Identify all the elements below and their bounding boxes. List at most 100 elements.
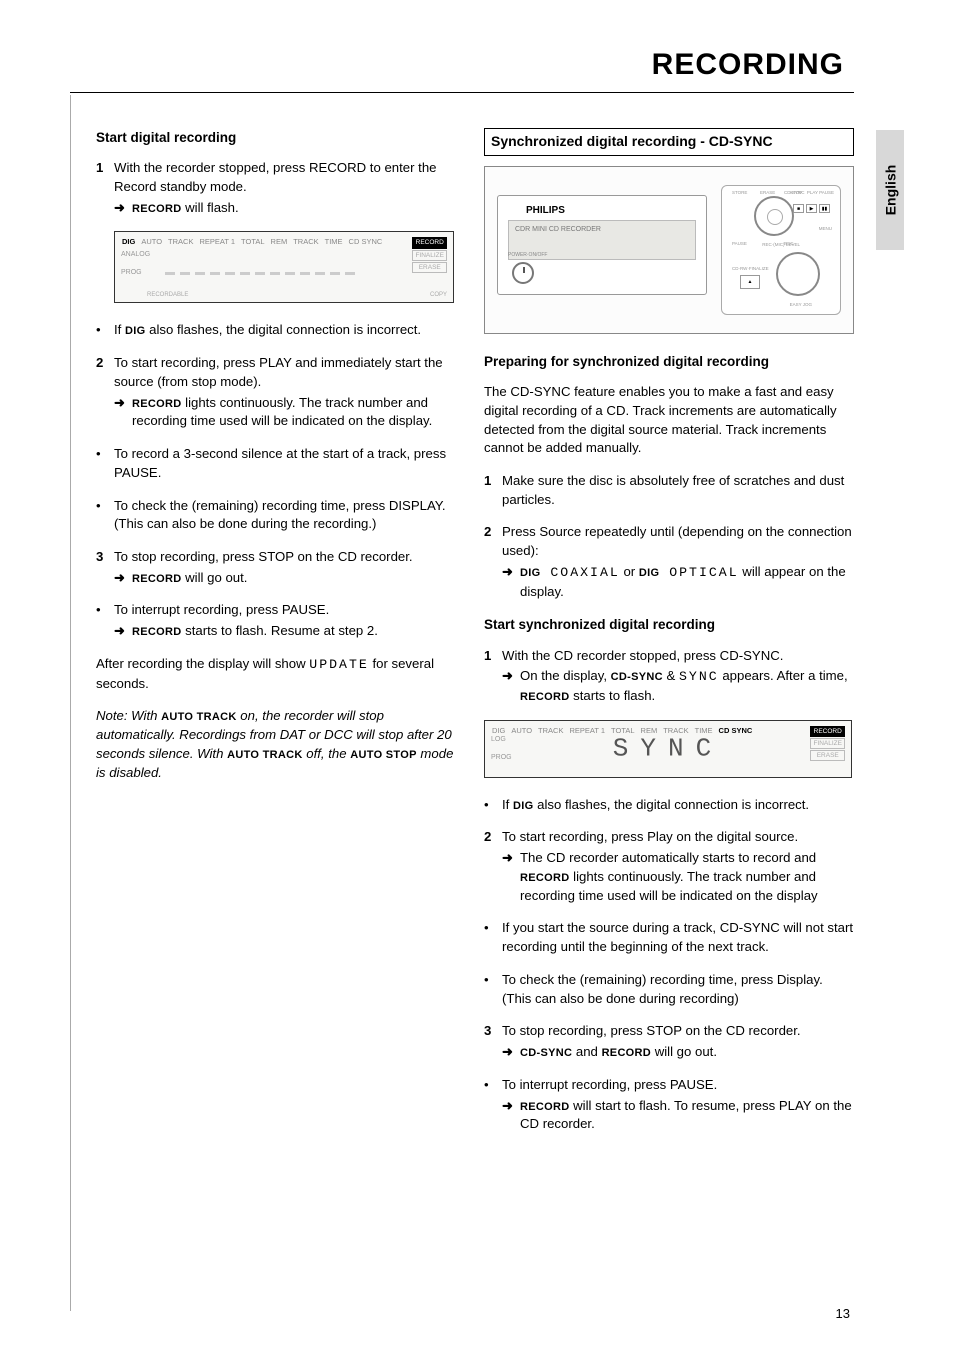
arrow-icon: ➜ — [114, 622, 132, 641]
sub-pre: The CD recorder automatically starts to … — [520, 850, 816, 865]
arrow-icon: ➜ — [502, 1097, 520, 1134]
step-number: 1 — [484, 647, 502, 706]
note-lead: Note: With — [96, 708, 161, 723]
stop-button-icon: ■ — [793, 204, 804, 213]
sc-label: CD-SYNC — [611, 671, 663, 683]
bullet-item: • To interrupt recording, press PAUSE. ➜… — [484, 1076, 854, 1134]
sc-label: AUTO TRACK — [161, 711, 237, 723]
lcd-segments — [165, 272, 393, 275]
finalize-button-icon: ▲ — [740, 275, 760, 289]
note-mid: off, the — [303, 746, 351, 761]
remote-label: CD·RW·FINALIZE — [732, 266, 769, 272]
left-column: Start digital recording 1 With the recor… — [96, 128, 466, 796]
lcd-indicator: AUTO — [141, 237, 162, 248]
lcd-right-col: RECORD FINALIZE ERASE — [412, 237, 447, 273]
bullet-tail: also flashes, the digital connection is … — [145, 322, 421, 337]
sc-label: AUTO STOP — [350, 749, 416, 761]
bullet-tail: also flashes, the digital connection is … — [533, 797, 809, 812]
paragraph: The CD-SYNC feature enables you to make … — [484, 383, 854, 458]
lcd-indicator: TRACK — [168, 237, 193, 248]
jog-wheel-icon — [754, 196, 794, 236]
arrow-icon: ➜ — [502, 667, 520, 705]
arrow-icon: ➜ — [502, 1043, 520, 1062]
step: 2 To start recording, press Play on the … — [484, 828, 854, 905]
section-heading: Start synchronized digital recording — [484, 615, 854, 634]
lcd-right-col: RECORD FINALIZE ERASE — [810, 726, 845, 762]
lcd-indicator: TOTAL — [241, 237, 264, 248]
lcd-label: PROG — [121, 268, 150, 278]
step-text: Make sure the disc is absolutely free of… — [502, 472, 854, 509]
bullet-dot: • — [96, 321, 114, 340]
lcd-display-2: DIG AUTO TRACK REPEAT 1 TOTAL REM TRACK … — [484, 720, 852, 778]
pause-button-icon: ▮▮ — [819, 204, 830, 213]
sc-label: RECORD — [520, 872, 569, 884]
remote-label: EASY JOG — [790, 302, 812, 308]
arrow-icon: ➜ — [502, 563, 520, 601]
step: 1 Make sure the disc is absolutely free … — [484, 472, 854, 509]
lcd-indicator: TRACK — [538, 726, 563, 737]
boxed-heading: Synchronized digital recording - CD-SYNC — [484, 128, 854, 156]
bullet-dot: • — [484, 919, 502, 956]
sub-tail: will go out. — [651, 1044, 717, 1059]
bullet-dot: • — [484, 1076, 502, 1134]
device-panel: PHILIPS CDR MINI CD RECORDER POWER·ON/OF… — [497, 195, 707, 295]
bullet-item: • To interrupt recording, press PAUSE. ➜… — [96, 601, 466, 640]
lcd-display-1: DIG AUTO TRACK REPEAT 1 TOTAL REM TRACK … — [114, 231, 454, 303]
remote-label: PAUSE — [819, 190, 834, 196]
remote-label: STORE — [732, 190, 747, 196]
play-button-icon: ▶ — [806, 204, 817, 213]
sc-label: AUTO TRACK — [227, 749, 303, 761]
step-number: 1 — [484, 472, 502, 509]
lcd-indicator: AUTO — [511, 726, 532, 737]
lcd-left-labels: LOG PROG — [491, 735, 512, 763]
language-tab: English — [876, 130, 904, 250]
bullet-item: • If DIG also flashes, the digital conne… — [484, 796, 854, 815]
remote-label: PAUSE — [732, 241, 747, 247]
step: 2 To start recording, press PLAY and imm… — [96, 354, 466, 431]
lcd-badge: RECORD — [412, 237, 447, 248]
lcd-indicator: CD SYNC — [349, 237, 383, 248]
bullet-text: To interrupt recording, press PAUSE. — [114, 602, 329, 617]
note: Note: With AUTO TRACK on, the recorder w… — [96, 707, 466, 782]
step-number: 2 — [484, 828, 502, 905]
step-text: To stop recording, press STOP on the CD … — [114, 549, 413, 564]
step-text: To start recording, press Play on the di… — [502, 829, 798, 844]
step-number: 2 — [96, 354, 114, 431]
sub-text: will go out. — [181, 570, 247, 585]
lcd-indicator: TRACK — [293, 237, 318, 248]
arrow-icon: ➜ — [502, 849, 520, 905]
tt-text: OPTICAL — [659, 565, 738, 580]
remote-label: REC·(MIC)·LEVEL — [762, 242, 800, 248]
bullet-dot: • — [96, 445, 114, 482]
bullet-text: To record a 3-second silence at the star… — [114, 445, 466, 482]
lcd-copy: COPY — [430, 291, 447, 300]
level-wheel-icon — [776, 252, 820, 296]
step-text: With the CD recorder stopped, press CD-S… — [502, 648, 783, 663]
sub-tail: starts to flash. — [569, 688, 655, 703]
bullet-text: If you start the source during a track, … — [502, 919, 854, 956]
sub-text: starts to flash. Resume at step 2. — [181, 623, 377, 638]
remote-label: STOP — [790, 190, 802, 196]
bullet-pre: If — [502, 797, 513, 812]
sc-label: RECORD — [132, 626, 181, 638]
sc-label: RECORD — [520, 1101, 569, 1113]
power-knob-icon — [512, 262, 534, 284]
lcd-top-row: DIG AUTO TRACK REPEAT 1 TOTAL REM TRACK … — [122, 237, 446, 248]
device-illustration: PHILIPS CDR MINI CD RECORDER POWER·ON/OF… — [484, 166, 854, 334]
remote-label: MENU — [819, 226, 832, 232]
lcd-label: PROG — [491, 753, 512, 763]
bullet-item: • To check the (remaining) recording tim… — [484, 971, 854, 1008]
step-number: 3 — [96, 548, 114, 587]
bullet-item: • To check the (remaining) recording tim… — [96, 497, 466, 534]
bullet-dot: • — [484, 796, 502, 815]
step-text: To start recording, press PLAY and immed… — [114, 355, 443, 389]
bullet-item: • If you start the source during a track… — [484, 919, 854, 956]
remote-panel: STORE ERASE CD-SYNC STOP PLAY PAUSE ■ ▶ … — [721, 185, 841, 315]
sc-label: RECORD — [602, 1047, 651, 1059]
bullet-item: • To record a 3-second silence at the st… — [96, 445, 466, 482]
lcd-indicator: DIG — [122, 237, 135, 248]
sc-label: DIG — [513, 800, 533, 812]
bullet-dot: • — [484, 971, 502, 1008]
step-number: 1 — [96, 159, 114, 217]
step: 1 With the CD recorder stopped, press CD… — [484, 647, 854, 706]
